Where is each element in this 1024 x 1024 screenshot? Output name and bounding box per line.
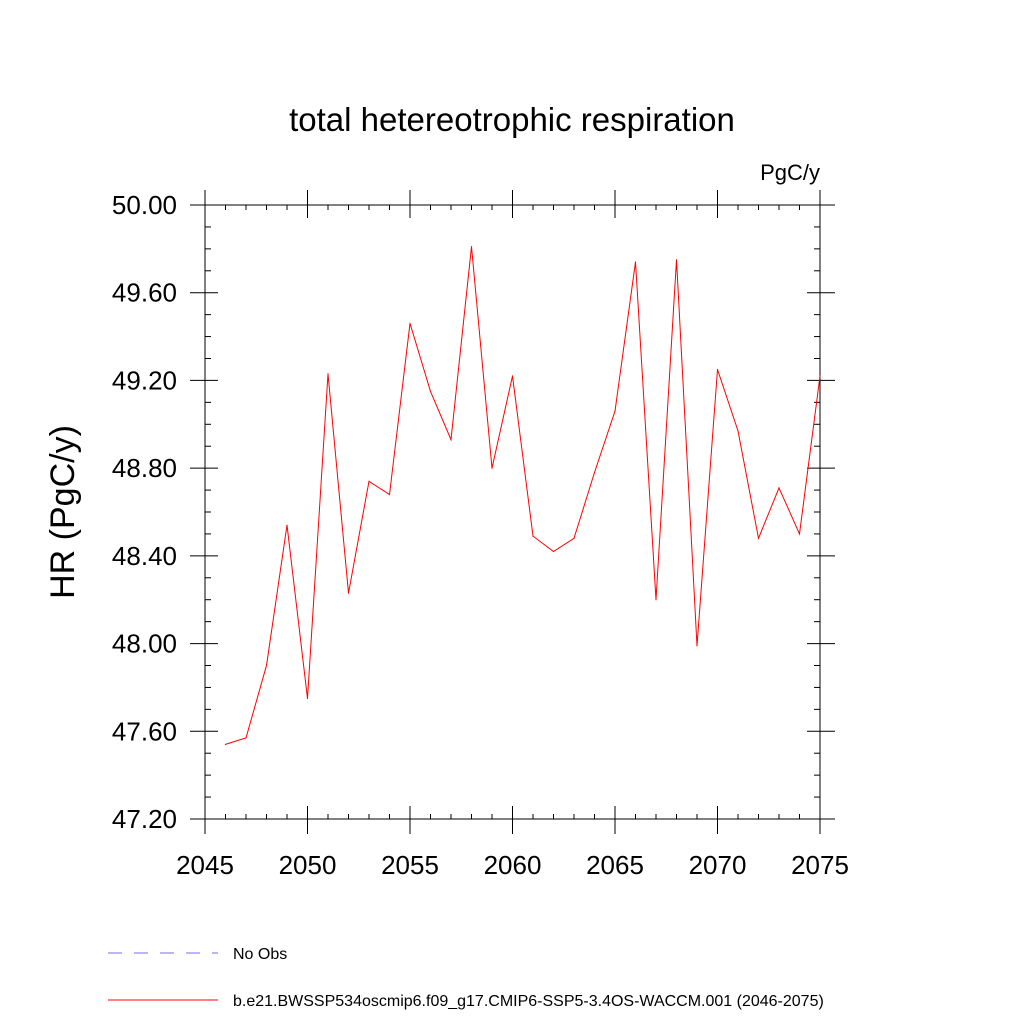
series-layer xyxy=(224,246,821,746)
data-point xyxy=(675,259,678,261)
data-point xyxy=(286,524,288,526)
y-tick-label: 48.00 xyxy=(112,629,177,659)
y-tick-label: 47.20 xyxy=(112,804,177,834)
data-point xyxy=(491,467,493,469)
data-point xyxy=(409,322,411,324)
legend-label-model: b.e21.BWSSP534oscmip6.f09_g17.CMIP6-SSP5… xyxy=(233,993,824,1010)
data-point xyxy=(511,375,514,377)
data-point xyxy=(655,599,657,601)
data-point xyxy=(552,550,555,553)
units-label: PgC/y xyxy=(760,160,820,185)
series-line xyxy=(225,246,821,745)
y-tick-label: 47.60 xyxy=(112,716,177,746)
data-point xyxy=(634,261,637,263)
data-point xyxy=(450,439,452,441)
data-point xyxy=(716,368,719,371)
data-point xyxy=(532,535,534,537)
data-point xyxy=(429,390,432,392)
data-point xyxy=(819,375,821,377)
data-point xyxy=(696,645,698,647)
data-point xyxy=(573,537,575,539)
legend-label-no-obs: No Obs xyxy=(233,946,287,963)
x-tick-label: 2075 xyxy=(791,850,849,880)
y-tick-label: 48.40 xyxy=(112,541,177,571)
x-tick-label: 2045 xyxy=(176,850,234,880)
data-point xyxy=(798,533,801,535)
y-tick-label: 50.00 xyxy=(112,190,177,220)
data-point xyxy=(388,493,391,496)
data-point xyxy=(327,373,329,375)
data-point xyxy=(245,737,247,739)
chart-title: total hetereotrophic respiration xyxy=(289,101,735,138)
x-tick-label: 2055 xyxy=(381,850,439,880)
data-point xyxy=(306,697,309,700)
x-tick-label: 2060 xyxy=(484,850,542,880)
y-tick-label: 49.60 xyxy=(112,278,177,308)
plot-area xyxy=(204,204,821,820)
legend: No Obs b.e21.BWSSP534oscmip6.f09_g17.CMI… xyxy=(108,946,824,1010)
data-point xyxy=(470,246,473,248)
data-point xyxy=(224,743,227,746)
data-point xyxy=(614,410,616,412)
x-tick-label: 2050 xyxy=(279,850,337,880)
y-tick-label: 49.20 xyxy=(112,365,177,395)
x-tick-label: 2070 xyxy=(689,850,747,880)
plot-frame xyxy=(204,204,821,820)
y-axis: 47.20 47.60 48.00 48.40 48.80 49.20 49.60 50.00 xyxy=(112,190,835,834)
data-point xyxy=(347,592,350,594)
data-point xyxy=(368,480,370,482)
data-point xyxy=(265,664,268,667)
x-tick-label: 2065 xyxy=(586,850,644,880)
data-point xyxy=(737,430,739,432)
y-tick-label: 48.80 xyxy=(112,453,177,483)
y-axis-label: HR (PgC/y) xyxy=(44,425,82,599)
x-axis: 2045 2050 2055 2060 2065 2070 2075 xyxy=(176,190,849,880)
data-point xyxy=(757,537,760,539)
data-point xyxy=(778,487,780,489)
data-point xyxy=(593,471,596,474)
